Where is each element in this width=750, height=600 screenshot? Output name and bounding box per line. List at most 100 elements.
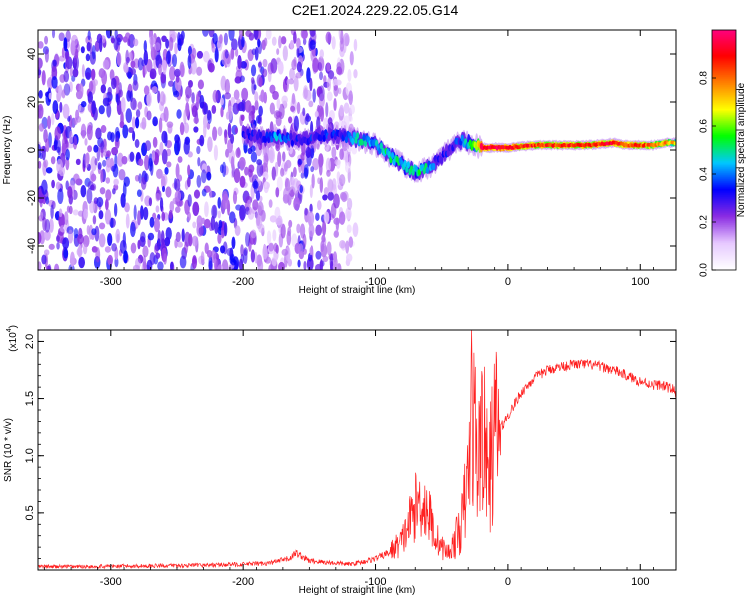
colorbar-segment — [712, 50, 736, 53]
noise-blob — [291, 233, 298, 248]
noise-blob — [84, 152, 90, 168]
ridge-mark — [344, 136, 349, 144]
noise-blob — [99, 187, 106, 195]
colorbar-frame — [711, 29, 737, 271]
colorbar-segment — [712, 212, 736, 215]
colorbar-segment — [712, 144, 736, 147]
noise-blob — [293, 115, 299, 132]
noise-blob — [38, 41, 44, 49]
noise-blob — [288, 219, 293, 228]
noise-blob — [127, 71, 132, 80]
noise-blob — [164, 167, 169, 175]
noise-blob — [234, 76, 242, 84]
colorbar-segment — [712, 126, 736, 129]
ridge-mark — [362, 133, 366, 141]
colorbar-segment — [712, 192, 736, 195]
noise-blob — [90, 68, 96, 81]
colorbar-segment — [712, 156, 736, 159]
noise-blob — [255, 115, 262, 124]
noise-blob — [92, 79, 98, 87]
noise-blob — [325, 157, 331, 173]
snr-y-scale-exponent: 4 — [6, 328, 13, 332]
noise-blob — [258, 223, 265, 234]
noise-blob — [73, 117, 78, 126]
noise-blob — [351, 147, 358, 155]
ridge-mark — [390, 152, 395, 160]
noise-blob — [102, 97, 110, 107]
noise-blob — [104, 208, 112, 225]
spectrogram-noise — [38, 30, 359, 270]
noise-blob — [280, 223, 286, 239]
noise-blob — [144, 140, 152, 152]
noise-blob — [63, 70, 70, 83]
ridge-mark — [289, 132, 293, 140]
noise-blob — [179, 122, 185, 136]
noise-blob — [131, 116, 136, 129]
noise-blob — [213, 144, 219, 161]
noise-blob — [163, 253, 167, 265]
noise-blob — [65, 148, 70, 161]
svg-text:(x104): (x104) — [6, 325, 19, 352]
noise-blob — [241, 36, 245, 48]
x-tick-label: 0 — [505, 276, 511, 288]
colorbar-segment — [712, 218, 736, 221]
colorbar-segment — [712, 186, 736, 189]
noise-blob — [85, 72, 91, 79]
noise-blob — [170, 261, 174, 270]
noise-blob — [248, 110, 255, 124]
colorbar-segment — [712, 122, 736, 125]
colorbar-segment — [712, 84, 736, 87]
noise-blob — [110, 77, 117, 90]
noise-blob — [168, 80, 174, 87]
noise-blob — [78, 83, 84, 99]
colorbar-segment — [712, 66, 736, 69]
noise-blob — [296, 101, 301, 114]
colorbar-segment — [712, 42, 736, 45]
noise-blob — [151, 86, 158, 94]
noise-blob — [193, 126, 199, 133]
noise-blob — [230, 258, 237, 266]
noise-blob — [59, 225, 66, 233]
noise-blob — [185, 85, 192, 99]
noise-blob — [211, 43, 216, 53]
noise-blob — [134, 139, 140, 148]
colorbar-segment — [712, 228, 736, 231]
colorbar-segment — [712, 96, 736, 99]
noise-blob — [86, 41, 91, 52]
noise-blob — [280, 36, 287, 45]
y-tick-label: 20 — [26, 96, 38, 108]
noise-blob — [323, 187, 329, 196]
snr-frame — [37, 329, 677, 571]
noise-blob — [345, 253, 353, 263]
noise-blob — [237, 55, 242, 70]
snr-y-axis-label: SNR (10 * v/v) — [3, 418, 14, 482]
noise-blob — [319, 259, 324, 270]
noise-blob — [90, 173, 97, 182]
snr-x-tick-label: -300 — [100, 576, 122, 588]
colorbar-segment — [712, 86, 736, 89]
noise-blob — [308, 100, 314, 108]
noise-blob — [263, 152, 269, 168]
ridge-mark — [460, 134, 464, 142]
noise-blob — [327, 179, 334, 193]
noise-blob — [137, 239, 141, 250]
noise-blob — [191, 47, 197, 59]
noise-blob — [338, 87, 342, 95]
colorbar-segment — [712, 130, 736, 133]
colorbar-segment — [712, 176, 736, 179]
noise-blob — [155, 252, 161, 259]
colorbar-segment — [712, 208, 736, 211]
noise-blob — [52, 100, 59, 115]
noise-blob — [125, 213, 130, 229]
noise-blob — [72, 173, 80, 184]
noise-blob — [217, 126, 223, 137]
colorbar-segment — [712, 164, 736, 167]
colorbar-segment — [712, 118, 736, 121]
noise-blob — [222, 193, 229, 210]
noise-blob — [233, 89, 240, 101]
noise-blob — [276, 176, 283, 192]
noise-blob — [39, 211, 44, 220]
noise-blob — [327, 191, 334, 201]
noise-blob — [309, 184, 313, 199]
noise-blob — [323, 211, 330, 224]
